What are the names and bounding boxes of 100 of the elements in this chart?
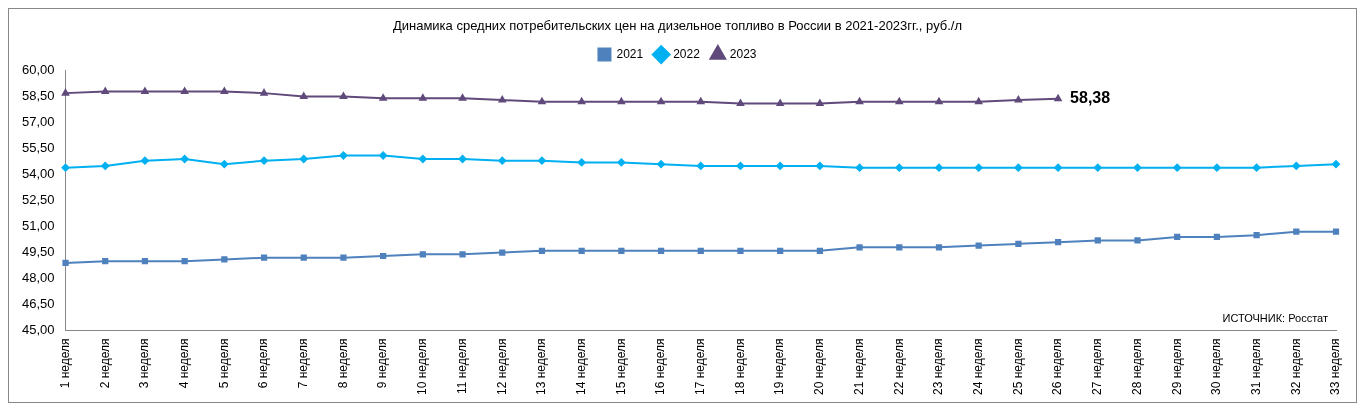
point — [299, 154, 308, 163]
y-tick-label: 54,00 — [21, 166, 55, 182]
point — [776, 99, 784, 107]
x-tick-label: 16 неделя — [653, 338, 668, 395]
point — [1133, 163, 1142, 172]
point — [458, 94, 467, 101]
point — [62, 259, 69, 267]
x-tick-label: 31 неделя — [1248, 338, 1263, 395]
point — [934, 163, 943, 172]
point — [379, 94, 387, 101]
x-tick-label: 2 неделя — [97, 338, 112, 389]
point — [975, 242, 982, 249]
x-tick-label: 13 неделя — [534, 338, 549, 395]
x-tick-label: 24 неделя — [970, 338, 985, 395]
x-tick-label: 6 неделя — [256, 338, 271, 389]
point — [776, 161, 785, 170]
x-tick-label: 15 неделя — [613, 338, 628, 395]
chart-title: Динамика средних потребительских цен на дизельное топливо в России в 2021-2023гг., руб./л — [392, 18, 963, 34]
x-tick-label: 18 неделя — [732, 338, 747, 395]
point — [418, 154, 427, 163]
x-tick-label: 10 неделя — [415, 338, 430, 395]
point — [1213, 233, 1221, 241]
point — [1173, 163, 1182, 172]
point — [380, 252, 387, 260]
x-tick-label: 19 неделя — [772, 338, 787, 395]
y-tick-label: 60,00 — [21, 62, 55, 78]
point — [1332, 228, 1340, 235]
point — [499, 249, 506, 256]
point — [498, 96, 506, 103]
x-tick-label: 30 неделя — [1209, 338, 1224, 395]
x-tick-label: 8 неделя — [335, 338, 350, 389]
point — [339, 151, 348, 160]
x-tick-label: 1 неделя — [57, 338, 72, 389]
point — [260, 156, 269, 165]
point — [300, 254, 307, 261]
point — [379, 151, 388, 160]
y-tick-label: 49,50 — [21, 244, 55, 260]
point — [1293, 228, 1300, 235]
point — [1014, 163, 1023, 172]
point — [697, 97, 705, 105]
point — [1252, 163, 1261, 172]
x-tick-label: 26 неделя — [1050, 338, 1065, 395]
point — [577, 158, 586, 167]
point — [537, 156, 546, 165]
point — [180, 154, 189, 163]
x-tick-label: 11 неделя — [454, 338, 469, 395]
y-tick-label: 52,50 — [21, 192, 55, 208]
point — [856, 244, 863, 251]
x-tick-label: 12 неделя — [494, 338, 509, 395]
point — [498, 156, 507, 165]
y-tick-label: 57,00 — [21, 114, 55, 130]
point — [181, 258, 188, 265]
point — [975, 97, 983, 105]
point — [1253, 232, 1260, 239]
point — [538, 97, 546, 105]
point — [777, 247, 784, 254]
point — [141, 258, 149, 265]
x-tick-label: 20 неделя — [812, 338, 827, 395]
point — [816, 247, 823, 254]
x-tick-label: 33 неделя — [1328, 338, 1343, 395]
point — [737, 247, 744, 254]
point — [300, 92, 308, 100]
point — [1015, 240, 1022, 247]
x-tick-label: 9 неделя — [375, 338, 390, 389]
point — [538, 247, 546, 254]
annotation: ИСТОЧНИК: Росстат — [1222, 312, 1328, 325]
point — [61, 163, 70, 172]
point — [657, 97, 665, 105]
point — [1292, 161, 1301, 170]
x-tick-label: 3 неделя — [137, 338, 152, 389]
point — [816, 99, 824, 107]
point — [141, 87, 149, 94]
point — [736, 161, 745, 170]
x-tick-label: 5 неделя — [216, 338, 231, 389]
point — [1054, 94, 1062, 102]
point — [895, 97, 903, 105]
point — [459, 251, 466, 258]
legend-label: 2022 — [673, 46, 701, 61]
point — [657, 247, 665, 254]
point — [101, 161, 110, 170]
x-tick-label: 23 неделя — [931, 338, 946, 395]
point — [339, 92, 348, 100]
point — [260, 89, 268, 96]
point — [617, 158, 626, 167]
point — [419, 251, 426, 258]
point — [578, 97, 586, 105]
point — [340, 254, 347, 261]
point — [895, 163, 904, 172]
y-tick-label: 45,00 — [21, 322, 55, 338]
point — [419, 94, 427, 101]
point — [855, 97, 864, 105]
point — [260, 254, 268, 261]
point — [974, 163, 983, 172]
x-tick-label: 7 неделя — [296, 338, 311, 389]
legend-label: 2021 — [616, 46, 644, 61]
point — [1014, 96, 1022, 103]
x-tick-label: 22 неделя — [891, 338, 906, 395]
y-tick-label: 58,50 — [21, 88, 55, 104]
point — [578, 247, 585, 254]
point — [221, 256, 228, 263]
